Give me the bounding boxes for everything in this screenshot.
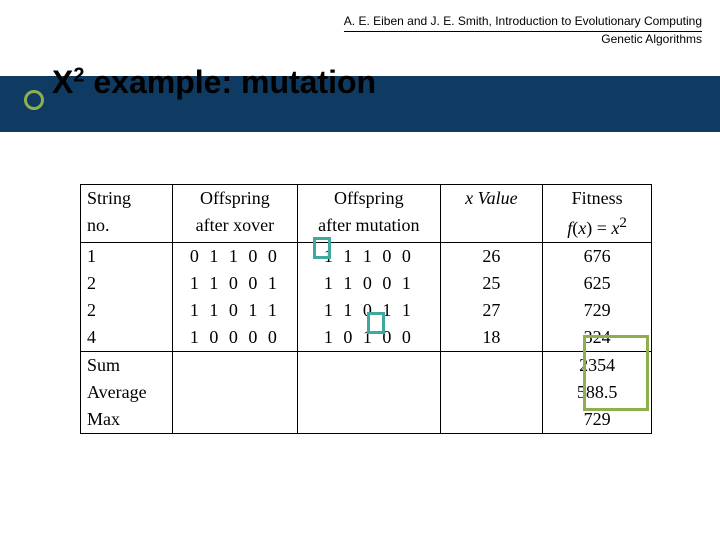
table-row: 4 1 0 0 0 0 1 0 1 0 0 18 324 <box>81 324 651 352</box>
attribution-line1: A. E. Eiben and J. E. Smith, Introductio… <box>344 14 702 32</box>
header-string: String <box>81 185 172 212</box>
mutation-table: String Offspring Offspring x Value Fitne… <box>80 184 652 434</box>
header-row-2: no. after xover after mutation f(x) = x2 <box>81 212 651 243</box>
header-fitness: Fitness <box>543 185 651 212</box>
table-row: 2 1 1 0 0 1 1 1 0 0 1 25 625 <box>81 270 651 297</box>
summary-max: Max 729 <box>81 406 651 433</box>
attribution-line2: Genetic Algorithms <box>601 32 702 46</box>
attribution-block: A. E. Eiben and J. E. Smith, Introductio… <box>344 14 702 47</box>
table-row: 1 0 1 1 0 0 1 1 1 0 0 26 676 <box>81 243 651 271</box>
header-xvalue: x Value <box>440 185 543 212</box>
header-row-1: String Offspring Offspring x Value Fitne… <box>81 185 651 212</box>
header-offspring-mutation: Offspring <box>298 185 441 212</box>
table-row: 2 1 1 0 1 1 1 1 0 1 1 27 729 <box>81 297 651 324</box>
slide-title: X2 example: mutation <box>52 64 376 101</box>
header-offspring-xover: Offspring <box>172 185 297 212</box>
summary-sum: Sum 2354 <box>81 352 651 380</box>
bullet-icon <box>24 90 44 110</box>
summary-average: Average 588.5 <box>81 379 651 406</box>
